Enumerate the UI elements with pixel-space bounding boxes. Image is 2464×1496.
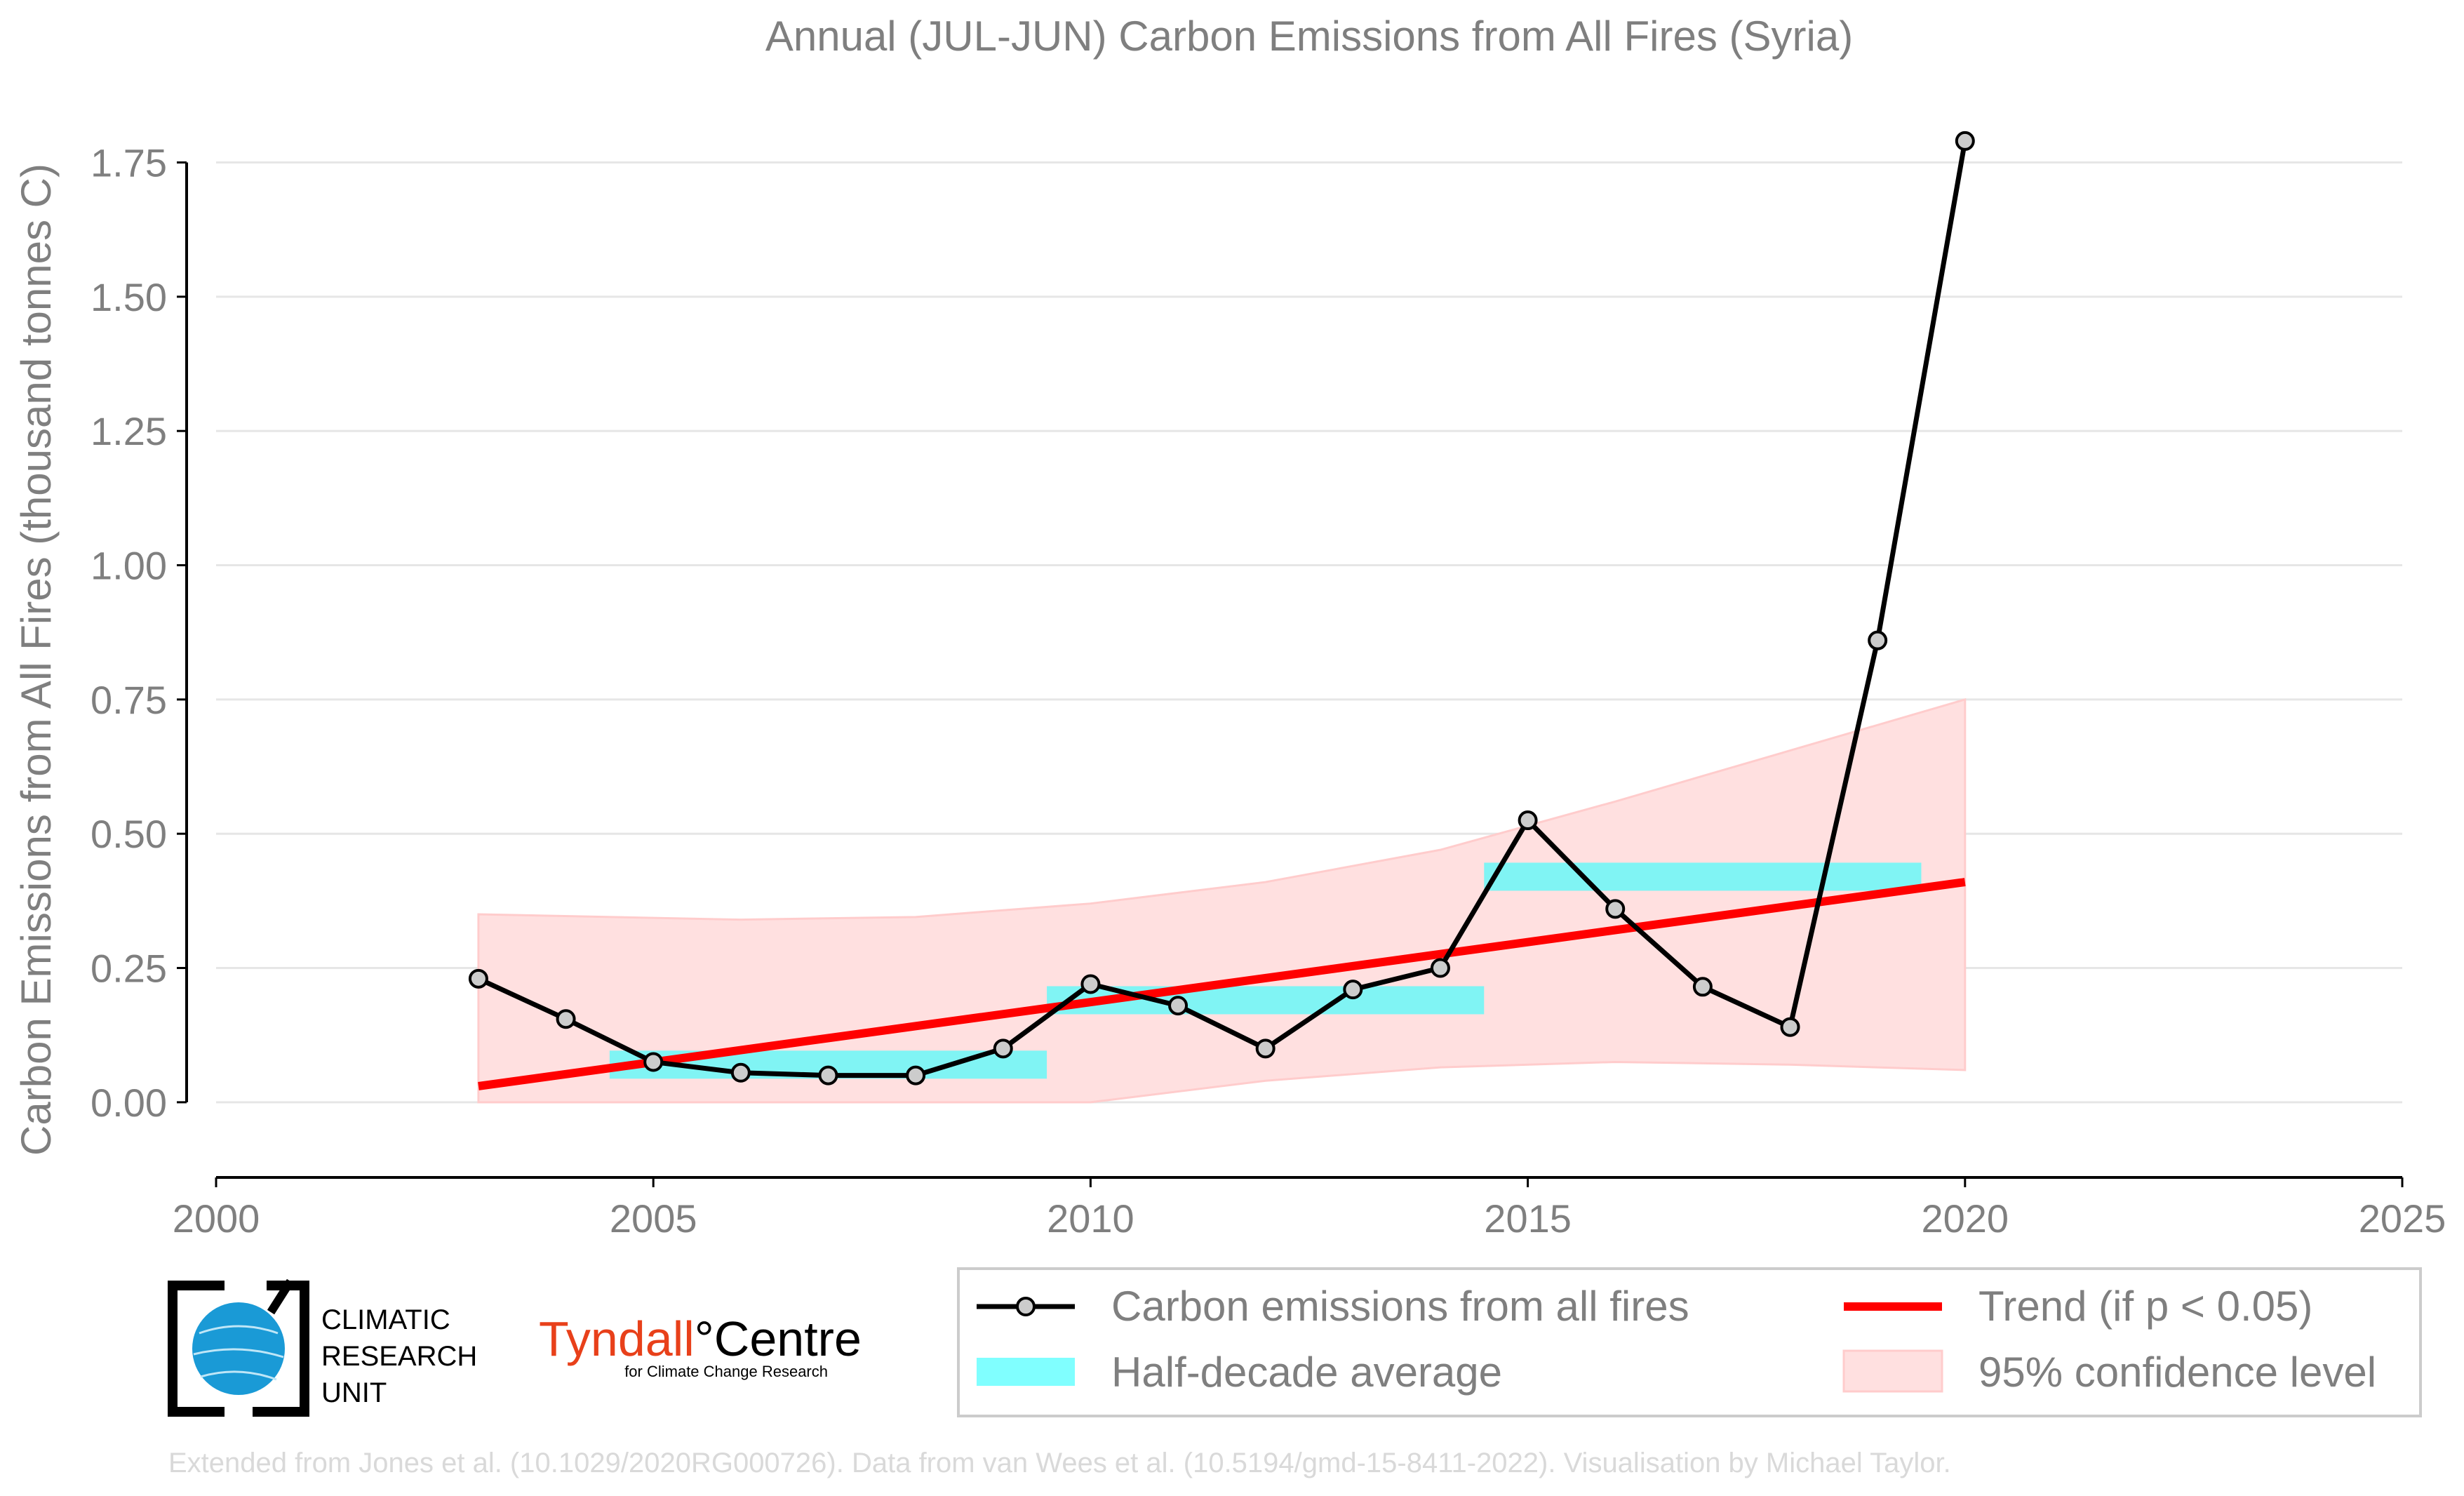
legend-emissions-marker-icon — [1016, 1297, 1036, 1316]
emissions-point — [1868, 630, 1888, 650]
trend-layer — [478, 878, 1966, 1090]
emissions-line — [477, 140, 1968, 1078]
legend-half-decade-label: Half-decade average — [1111, 1349, 1502, 1396]
emissions-point — [993, 1038, 1013, 1059]
cru-logo-slash-icon — [267, 1278, 295, 1315]
emissions-point — [468, 968, 488, 989]
legend-frame — [957, 1267, 2422, 1417]
emissions-point — [1518, 810, 1538, 831]
half-decade-average-bar — [1484, 862, 1922, 891]
emissions-series-layer — [468, 131, 1975, 1086]
tyndall-degree: ° — [695, 1311, 714, 1366]
cru-text-line1: CLIMATIC — [321, 1304, 450, 1335]
confidence-band-layer — [477, 697, 1967, 1104]
tyndall-logo: Tyndall°Centre for Climate Change Resear… — [539, 1311, 862, 1380]
legend-emissions-label: Carbon emissions from all fires — [1111, 1283, 1689, 1330]
emissions-point — [818, 1065, 838, 1086]
emissions-point — [1255, 1038, 1275, 1059]
emissions-point — [1692, 977, 1713, 997]
emissions-point — [1605, 899, 1626, 919]
emissions-point — [906, 1065, 926, 1086]
emissions-point — [1780, 1017, 1800, 1037]
legend: Carbon emissions from all fires Trend (i… — [957, 1267, 2422, 1417]
y-tick-label: 1.25 — [91, 409, 167, 453]
legend-confidence-swatch — [1842, 1349, 1943, 1393]
tyndall-name: Tyndall°Centre — [539, 1311, 862, 1366]
x-tick-label: 2015 — [1484, 1196, 1572, 1241]
tyndall-name-black: Centre — [714, 1311, 862, 1366]
emissions-point — [730, 1062, 751, 1083]
x-tick-label: 2025 — [2359, 1196, 2446, 1241]
legend-trend-label: Trend (if p < 0.05) — [1978, 1283, 2312, 1330]
emissions-point — [1168, 996, 1189, 1016]
y-tick-label: 0.00 — [91, 1081, 167, 1125]
y-tick-label: 0.25 — [91, 947, 167, 991]
y-axis-label: Carbon Emissions from All Fires (thousan… — [13, 163, 60, 1156]
cru-logo-globe-lines-icon — [193, 1325, 284, 1381]
emissions-point — [1430, 958, 1450, 978]
x-tick-label: 2010 — [1047, 1196, 1134, 1241]
emissions-point — [1955, 131, 1975, 151]
tyndall-subtitle: for Climate Change Research — [624, 1363, 828, 1380]
x-tick-label: 2005 — [610, 1196, 697, 1241]
legend-confidence-label: 95% confidence level — [1978, 1349, 2376, 1396]
y-tick-label: 1.75 — [91, 141, 167, 185]
x-tick-label: 2000 — [173, 1196, 260, 1241]
trend-line — [478, 878, 1966, 1090]
cru-logo-bracket-left-icon — [168, 1281, 225, 1417]
emissions-point — [1343, 980, 1363, 1000]
cru-text-line2: RESEARCH — [321, 1341, 477, 1372]
emissions-point — [643, 1052, 664, 1072]
legend-half-decade-swatch — [977, 1358, 1075, 1386]
tyndall-name-red: Tyndall — [539, 1311, 695, 1366]
y-tick-label: 1.50 — [91, 275, 167, 319]
x-tick-label: 2020 — [1922, 1196, 2009, 1241]
y-tick-label: 1.00 — [91, 544, 167, 588]
emissions-point — [1080, 974, 1101, 994]
confidence-band — [477, 697, 1967, 1104]
axes: 0.00 0.25 0.50 0.75 1.00 1.25 1.50 1.75 2000 2005… — [91, 141, 2446, 1241]
chart-title: Annual (JUL-JUN) Carbon Emissions from A… — [765, 13, 1853, 60]
y-tick-label: 0.50 — [91, 812, 167, 856]
cru-logo: CLIMATIC RESEARCH UNIT — [168, 1278, 477, 1417]
emissions-point — [556, 1009, 576, 1029]
footer-credit: Extended from Jones et al. (10.1029/2020… — [168, 1448, 1951, 1478]
y-tick-label: 0.75 — [91, 678, 167, 722]
cru-text-line3: UNIT — [321, 1377, 387, 1408]
